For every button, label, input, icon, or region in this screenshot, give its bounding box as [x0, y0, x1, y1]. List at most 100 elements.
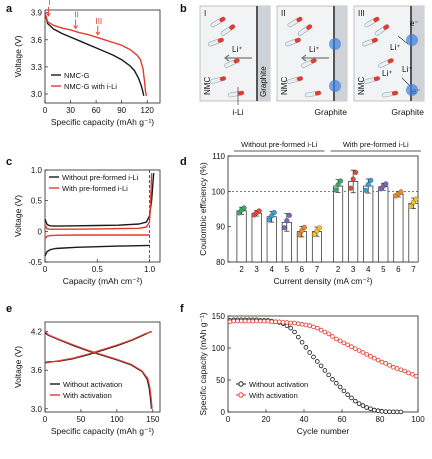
data-point — [350, 176, 356, 182]
y-tick-label: 100 — [212, 344, 226, 353]
data-point — [352, 346, 358, 351]
data-point — [246, 318, 252, 324]
y-tick-label: 1.0 — [31, 166, 43, 175]
x-tick-label: 0 — [226, 415, 231, 424]
bar — [393, 193, 404, 263]
particle-tip — [237, 90, 244, 96]
data-point — [349, 344, 354, 350]
data-point — [333, 336, 339, 342]
schematic-caption: i-Li — [232, 107, 243, 117]
graphite-layer — [333, 6, 347, 101]
data-point — [286, 212, 292, 218]
bar — [378, 186, 389, 263]
x-tick-label: 50 — [76, 415, 85, 424]
data-point — [271, 209, 277, 216]
data-point — [394, 366, 400, 371]
data-point — [318, 363, 324, 369]
x-tick-label: 6 — [300, 265, 305, 274]
bar — [251, 212, 262, 263]
reaction-path — [401, 77, 411, 87]
lithium-glow — [406, 84, 418, 96]
data-point — [330, 334, 335, 339]
data-point — [241, 205, 247, 211]
graphite-label: Graphite — [259, 66, 268, 97]
particle-tip — [296, 17, 303, 22]
particle-tip — [373, 76, 380, 81]
data-point — [239, 318, 244, 324]
bar — [333, 185, 344, 263]
bar — [266, 216, 277, 263]
x-tick-label: 80 — [376, 415, 385, 424]
data-point — [368, 406, 373, 412]
data-point — [318, 327, 324, 333]
y-tick-label: 4.2 — [31, 328, 43, 337]
x-tick-label: 150 — [146, 415, 160, 424]
lithium-glow — [329, 80, 341, 92]
x-tick-label: 100 — [110, 415, 124, 424]
panel-label-c: c — [6, 156, 12, 168]
x-tick-label: 7 — [411, 265, 416, 274]
series-line — [44, 12, 148, 96]
particle-tip — [233, 58, 240, 64]
y-axis-label: Coulombic efficiency (%) — [198, 162, 208, 256]
y-tick-label: 3.6 — [31, 366, 43, 375]
particle-tip — [391, 90, 398, 96]
data-point — [292, 329, 297, 335]
data-point — [333, 380, 339, 386]
y-tick-label: 0 — [221, 408, 226, 417]
legend-marker — [238, 392, 244, 398]
data-point — [311, 231, 318, 237]
data-point — [398, 409, 404, 415]
schematic-I: I NMC Graphite i-Li Li⁺ — [199, 5, 271, 117]
carrier-label: Li⁺ — [390, 43, 400, 52]
data-point — [261, 318, 267, 324]
x-tick-label: 0 — [43, 415, 48, 424]
data-point — [379, 359, 385, 365]
data-point — [307, 323, 313, 328]
series-line — [44, 331, 153, 364]
data-point — [349, 395, 354, 401]
data-point — [364, 405, 370, 410]
y-tick-label: 110 — [212, 152, 225, 161]
x-tick-label: 7 — [315, 265, 320, 274]
data-point — [296, 232, 302, 238]
legend-marker — [238, 381, 244, 387]
annotation-label: II — [74, 10, 78, 19]
y-tick-label: 3.0 — [31, 90, 43, 99]
data-point — [390, 364, 396, 370]
data-point — [383, 409, 389, 414]
carrier-label: e⁻ — [410, 19, 419, 28]
data-point — [413, 373, 419, 379]
legend-label: With activation — [249, 391, 298, 400]
panel-f: 0 20 40 60 80 100 0 50 100 150 Cycle number Specifi… — [198, 312, 425, 436]
data-point — [273, 319, 278, 325]
y-tick-label: 3.6 — [31, 36, 43, 45]
data-point — [303, 345, 309, 350]
panel-d: 80 90 100 110 Coulombic efficiency (%) 2 3 4 5 6 7… — [198, 140, 422, 286]
y-axis-label: Voltage (V) — [13, 35, 23, 77]
x-tick-label: 1.0 — [144, 265, 156, 274]
data-point — [254, 318, 259, 324]
data-point — [337, 338, 343, 344]
plot-frame — [44, 169, 161, 263]
x-tick-label: 2 — [239, 265, 244, 274]
group-label: With pre-formed i-Li — [343, 140, 409, 149]
y-axis-label: Voltage (V) — [13, 195, 23, 237]
x-tick-label: 4 — [366, 265, 371, 274]
x-tick-label: 60 — [338, 415, 347, 424]
graphite-layer — [256, 6, 270, 101]
data-point — [227, 319, 233, 325]
data-point — [284, 218, 290, 224]
data-point — [383, 181, 389, 187]
particle-tip — [294, 37, 301, 43]
data-point — [322, 368, 328, 373]
data-point — [266, 217, 272, 223]
bar — [236, 210, 247, 263]
legend-label: Without activation — [63, 380, 122, 389]
particle-tip — [383, 24, 389, 30]
data-point — [375, 357, 381, 363]
data-point — [356, 348, 362, 353]
data-point — [326, 331, 332, 337]
